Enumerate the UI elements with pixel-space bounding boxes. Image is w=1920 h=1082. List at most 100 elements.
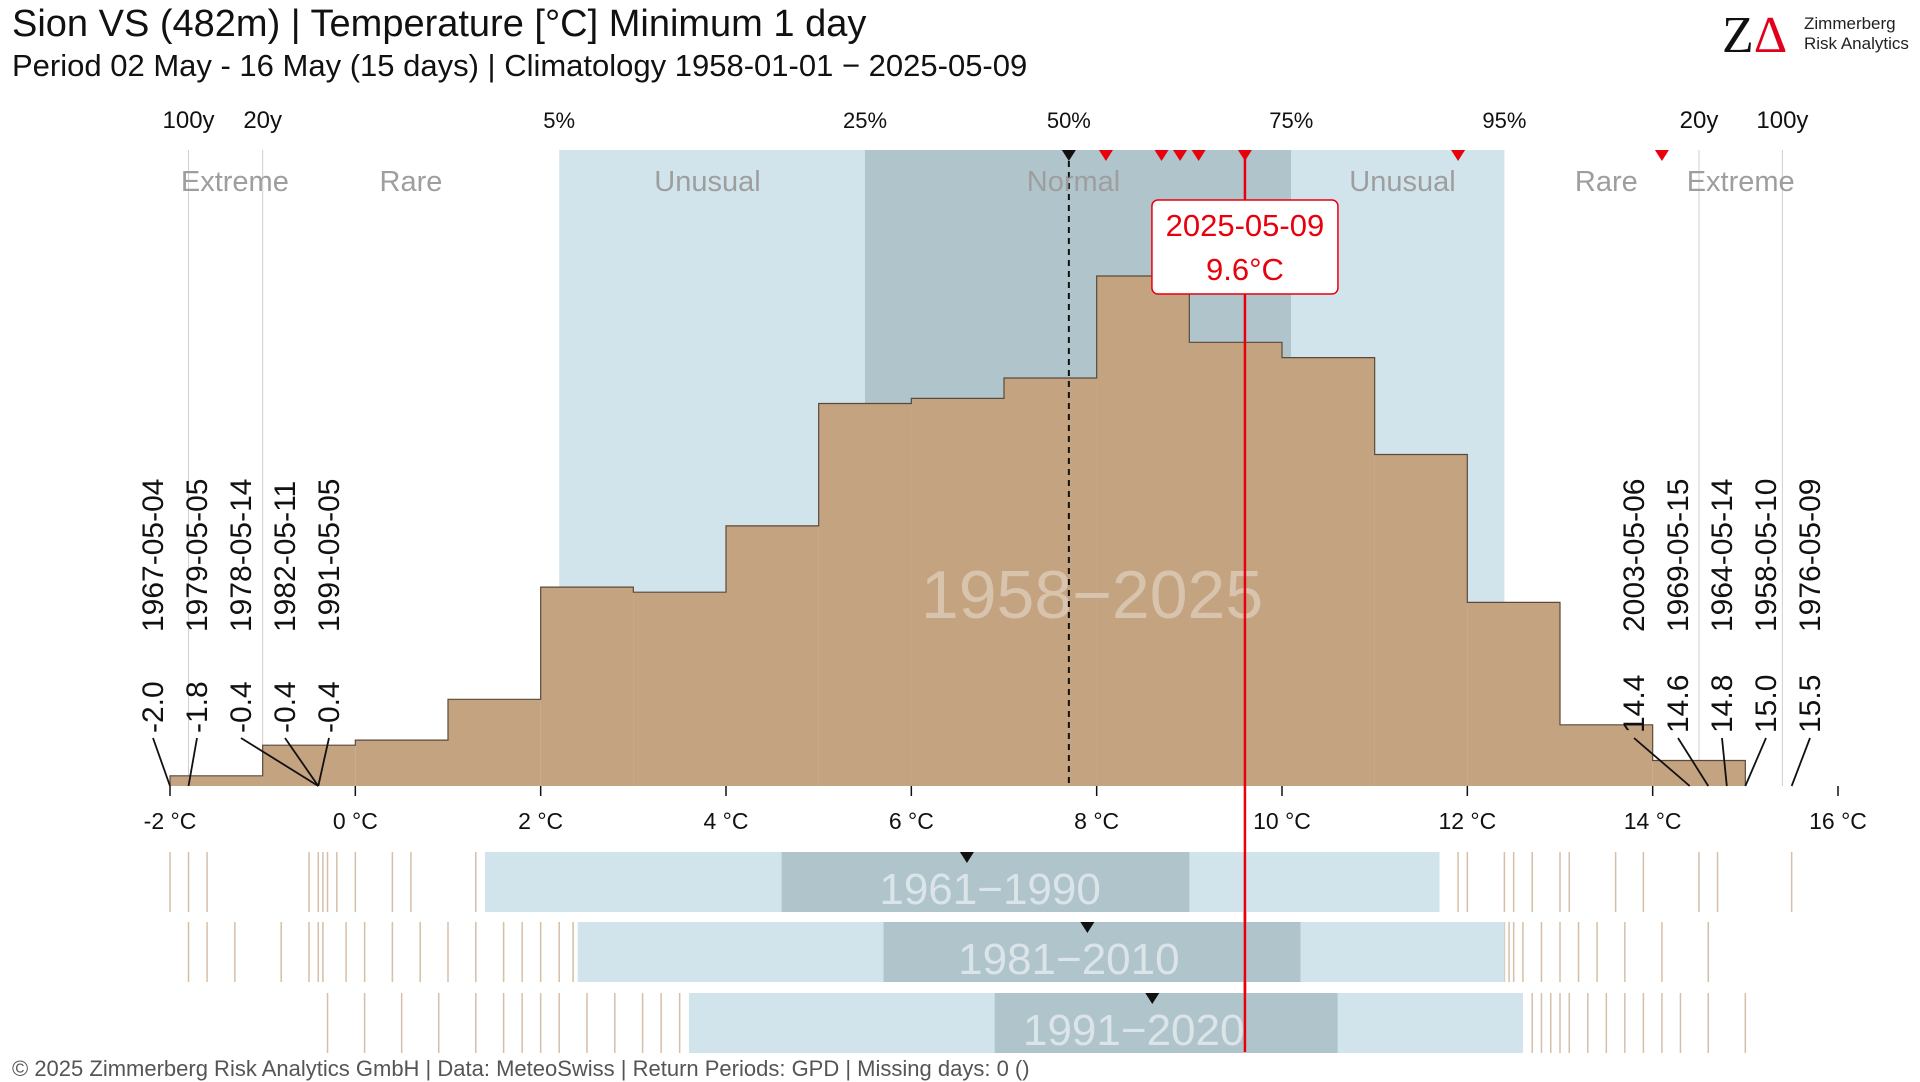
high-extreme-leader-2 <box>1721 737 1728 787</box>
footer-credits: © 2025 Zimmerberg Risk Analytics GmbH | … <box>12 1056 1030 1081</box>
histogram-bin <box>540 587 634 786</box>
category-label-6: Extreme <box>1687 166 1795 198</box>
percentile-label-0: 5% <box>543 108 575 133</box>
histogram-bin <box>1652 760 1746 786</box>
return-period-label-3: 100y <box>1756 107 1808 134</box>
x-tick-label-3: 4 °C <box>704 808 749 834</box>
x-tick-label-7: 12 °C <box>1438 808 1496 834</box>
ref-period-label-2: 1991−2020 <box>1023 1006 1244 1055</box>
ref-normal-band-2 <box>994 993 1338 1053</box>
histogram-bin <box>818 403 912 786</box>
category-labels: Extreme Rare Unusual Normal Unusual Rare Extre… <box>181 166 1795 198</box>
logo-line-1: Zimmerberg <box>1804 14 1896 33</box>
period-watermark: 1958−2025 <box>921 557 1263 633</box>
logo-text: Zimmerberg Risk Analytics <box>1804 14 1909 54</box>
x-tick-label-2: 2 °C <box>518 808 563 834</box>
logo-delta-icon: Δ <box>1753 7 1788 64</box>
high-extreme-leader-3 <box>1744 737 1767 787</box>
recent-marker-6 <box>1654 150 1669 161</box>
histogram-bin <box>1467 602 1560 786</box>
histogram-bin <box>633 592 726 786</box>
recent-marker-5 <box>1451 150 1466 161</box>
highlight-group: 2025-05-09 9.6°C <box>1151 199 1339 295</box>
ref-median-marker-1 <box>1080 922 1095 933</box>
low-extreme-value-1: -1.8 <box>181 681 214 733</box>
ref-median-marker-2 <box>1145 993 1160 1004</box>
histogram: 1958−2025 <box>169 275 1746 786</box>
low-extreme-date-1: 1979-05-05 <box>181 479 214 632</box>
category-label-4: Unusual <box>1349 166 1455 198</box>
return-period-label-0: 100y <box>163 107 215 134</box>
low-extreme-value-2: -0.4 <box>225 681 258 733</box>
histogram-bin <box>448 699 541 786</box>
high-extreme-value-0: 14.4 <box>1618 675 1651 733</box>
low-extreme-date-0: 1967-05-04 <box>137 479 170 632</box>
histogram-outline <box>169 275 1746 786</box>
recent-marker-3 <box>1191 150 1206 161</box>
high-extreme-date-4: 1976-05-09 <box>1794 479 1827 632</box>
return-period-label-2: 20y <box>1680 107 1719 134</box>
histogram-bin <box>911 398 1004 786</box>
return-period-label-1: 20y <box>243 107 282 134</box>
low-extreme-value-3: -0.4 <box>269 681 302 733</box>
percentile-label-4: 95% <box>1482 108 1526 133</box>
low-extreme-date-3: 1982-05-11 <box>269 481 302 632</box>
high-extreme-date-2: 1964-05-14 <box>1706 479 1739 632</box>
recent-marker-2 <box>1173 150 1188 161</box>
median-marker <box>1061 150 1076 161</box>
high-extreme-value-3: 15.0 <box>1750 675 1783 733</box>
high-extreme-leader-0 <box>1633 737 1691 787</box>
x-axis: -2 °C 0 °C 2 °C 4 °C 6 °C 8 °C 10 °C 12 °C 14 °C… <box>144 786 1867 834</box>
ref-normal-band-0 <box>781 852 1190 912</box>
recent-marker-0 <box>1098 150 1113 161</box>
histogram-bin <box>1282 357 1375 786</box>
ref-median-marker-0 <box>959 852 974 863</box>
ref-period-label-1: 1981−2010 <box>958 935 1179 984</box>
x-tick-label-1: 0 °C <box>333 808 378 834</box>
low-extreme-leader-4 <box>317 737 330 787</box>
low-extreme-leader-3 <box>284 737 320 787</box>
logo-line-2: Risk Analytics <box>1804 34 1909 53</box>
high-extreme-value-4: 15.5 <box>1794 675 1827 733</box>
low-extreme-leader-2 <box>240 737 319 787</box>
low-extreme-date-2: 1978-05-14 <box>225 479 258 632</box>
histogram-bin <box>355 740 448 786</box>
chart-title: Sion VS (482m) | Temperature [°C] Minimu… <box>12 3 867 45</box>
high-extreme-value-1: 14.6 <box>1662 675 1695 733</box>
histogram-bin <box>726 525 819 786</box>
company-logo: ZΔ Zimmerberg Risk Analytics <box>1722 10 1917 62</box>
low-extreme-value-4: -0.4 <box>313 681 346 733</box>
x-tick-label-4: 6 °C <box>889 808 934 834</box>
high-extreme-leader-1 <box>1677 737 1710 787</box>
low-extreme-leader-0 <box>152 737 171 787</box>
histogram-bin <box>1096 276 1190 786</box>
x-tick-label-6: 10 °C <box>1253 808 1311 834</box>
percentile-label-2: 50% <box>1047 108 1091 133</box>
ref-normal-band-1 <box>883 922 1301 982</box>
category-label-3: Normal <box>1027 166 1120 198</box>
logo-letter-z: Z <box>1722 7 1754 64</box>
category-label-0: Extreme <box>181 166 289 198</box>
category-label-2: Unusual <box>654 166 760 198</box>
x-tick-label-8: 14 °C <box>1624 808 1682 834</box>
logo-mark: ZΔ <box>1722 10 1787 62</box>
low-extreme-leader-1 <box>187 737 198 787</box>
histogram-bin <box>1374 454 1468 786</box>
highlight-date: 2025-05-09 <box>1166 208 1325 243</box>
x-tick-label-0: -2 °C <box>144 808 197 834</box>
highlight-value: 9.6°C <box>1206 252 1284 287</box>
histogram-bin <box>1189 342 1282 786</box>
chart-subtitle: Period 02 May - 16 May (15 days) | Clima… <box>12 48 1028 83</box>
category-label-5: Rare <box>1575 166 1638 198</box>
top-axis: 5% 25% 50% 75% 95% 100y 20y 20y 100y <box>163 107 1808 161</box>
high-extreme-date-1: 1969-05-15 <box>1662 479 1695 632</box>
recent-marker-4 <box>1237 150 1252 161</box>
histogram-bin <box>1560 724 1653 786</box>
ref-period-label-0: 1961−1990 <box>879 865 1100 914</box>
x-tick-label-5: 8 °C <box>1074 808 1119 834</box>
x-tick-label-9: 16 °C <box>1809 808 1867 834</box>
extreme-labels: -2.0 1967-05-04 -1.8 1979-05-05 -0.4 1978-05-… <box>137 479 1827 787</box>
high-extreme-leader-4 <box>1790 737 1811 787</box>
high-extreme-value-2: 14.8 <box>1706 675 1739 733</box>
